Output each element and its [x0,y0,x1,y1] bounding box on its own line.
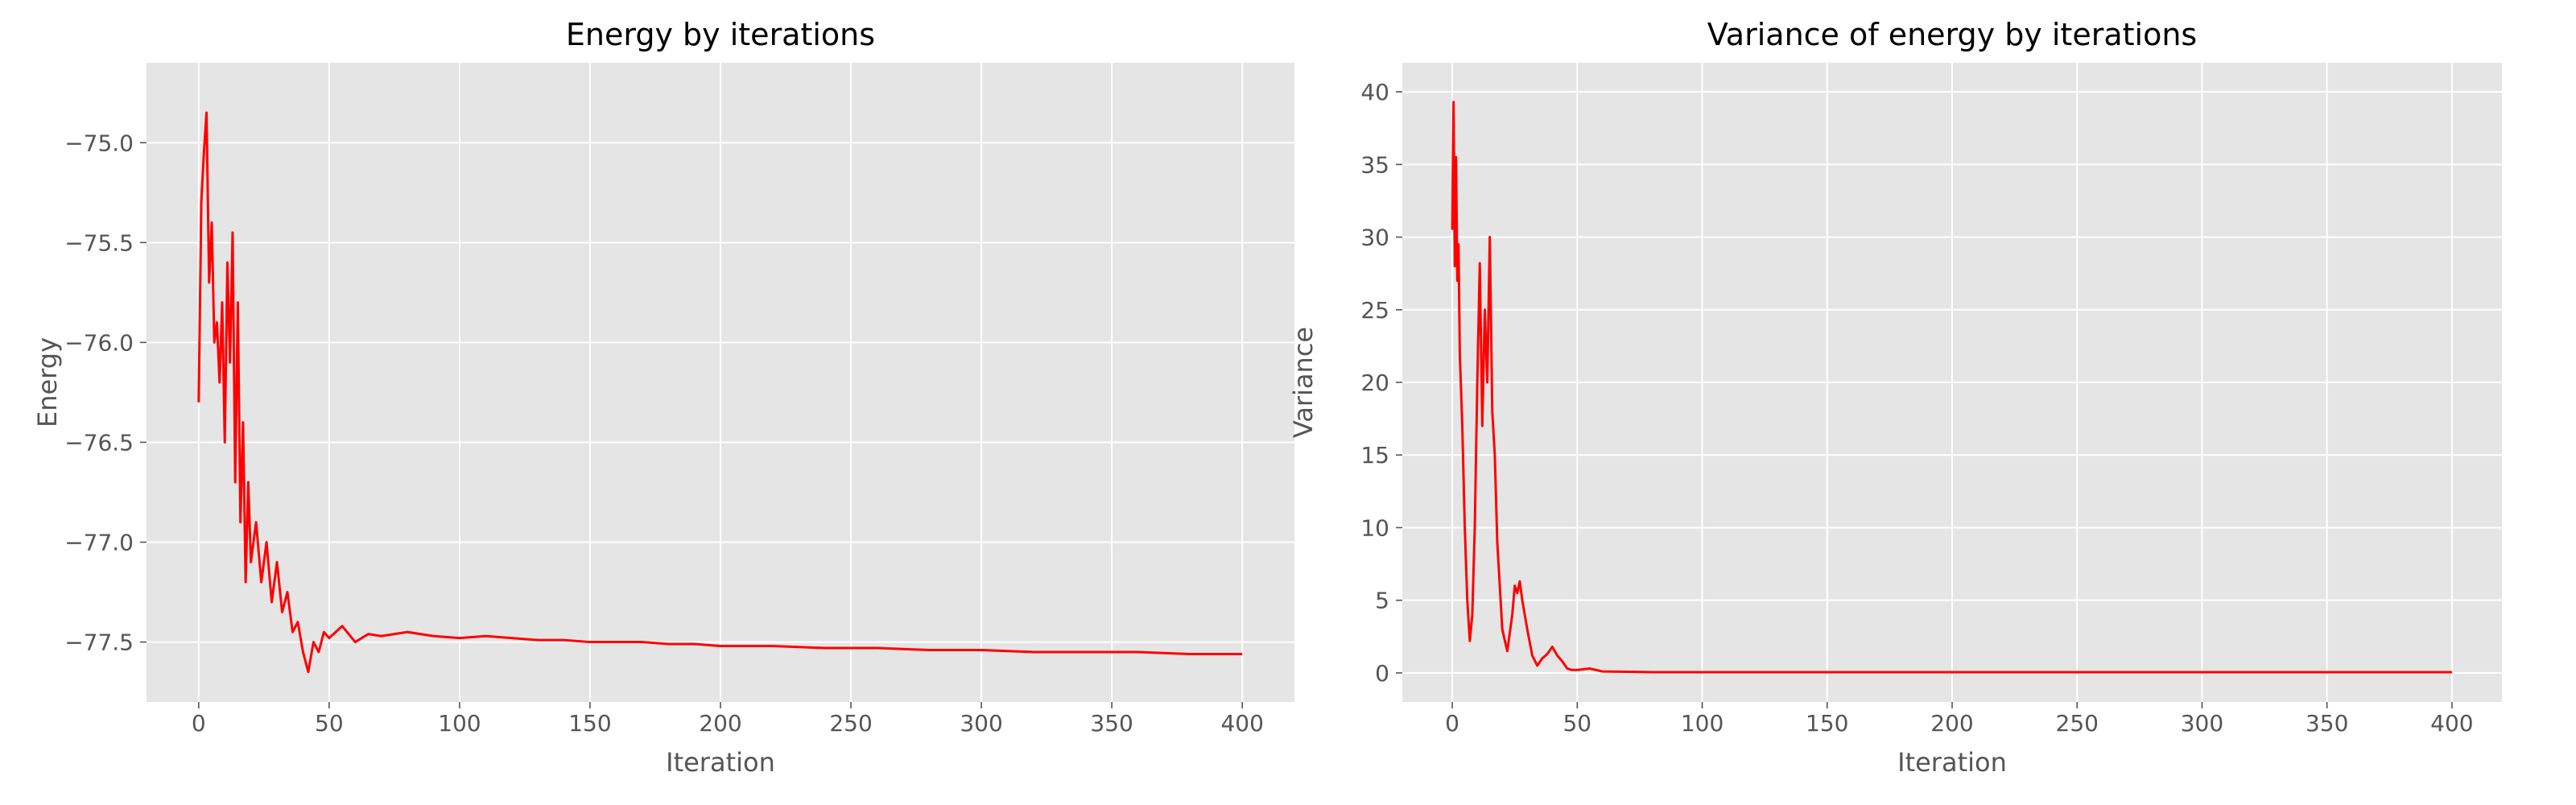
energy-x-axis-label: Iteration [666,747,775,778]
variance-series-line [1451,101,2452,674]
variance-x-axis-label: Iteration [1897,747,2007,778]
energy-x-tick-label: 350 [1090,710,1133,737]
energy-x-tick-label: 300 [960,710,1002,737]
variance-chart: 0 50 100 150 200 250 300 350 400 0 5 10 15 20 25 30 35 40… [1288,17,2502,778]
variance-x-tick-label: 350 [2306,710,2348,737]
variance-x-tick-label: 100 [1681,710,1724,737]
variance-x-tick-label: 150 [1806,710,1848,737]
variance-y-tick-label: 35 [1360,151,1389,178]
energy-series [197,111,1243,674]
variance-y-tick-label: 5 [1375,588,1389,614]
variance-ticks: 0 50 100 150 200 250 300 350 400 0 5 10 15 20 25 30 35 40 [1360,79,2473,737]
variance-y-tick-label: 15 [1360,442,1389,469]
energy-ticks: 0 50 100 150 200 250 300 350 400 −75.0 −75.5 −76.0 −… [64,130,1264,737]
variance-y-tick-label: 30 [1360,225,1389,251]
energy-grid [147,63,1294,702]
variance-y-tick-label: 10 [1360,514,1389,541]
energy-y-tick-label: −75.5 [64,229,134,256]
energy-x-tick-label: 0 [192,710,206,737]
energy-x-tick-label: 200 [699,710,741,737]
energy-series-line [197,111,1243,674]
variance-y-axis-label: Variance [1288,327,1319,438]
energy-chart: 0 50 100 150 200 250 300 350 400 −75.0 −75.5 −76.0 −… [32,17,1294,778]
variance-y-tick-label: 20 [1360,369,1389,396]
variance-y-tick-label: 40 [1360,79,1389,105]
variance-x-tick-label: 200 [1930,710,1973,737]
energy-y-tick-label: −75.0 [64,130,134,156]
energy-x-tick-label: 400 [1220,710,1263,737]
variance-x-tick-label: 0 [1445,710,1459,737]
energy-chart-title: Energy by iterations [566,17,875,52]
energy-x-tick-label: 100 [438,710,481,737]
energy-y-tick-label: −77.0 [64,530,134,556]
variance-x-tick-label: 300 [2181,710,2223,737]
energy-y-tick-label: −77.5 [64,630,134,656]
variance-x-tick-label: 400 [2430,710,2473,737]
energy-x-tick-label: 50 [315,710,344,737]
variance-chart-title: Variance of energy by iterations [1707,17,2197,52]
variance-x-tick-label: 50 [1563,710,1591,737]
variance-y-tick-label: 25 [1360,297,1389,324]
energy-y-axis-label: Energy [32,337,63,427]
variance-series [1451,101,2452,674]
variance-x-tick-label: 250 [2056,710,2099,737]
energy-y-tick-label: −76.5 [64,429,134,456]
energy-x-tick-label: 250 [829,710,872,737]
energy-y-tick-label: −76.0 [64,329,134,356]
energy-x-tick-label: 150 [568,710,611,737]
variance-y-tick-label: 0 [1375,660,1389,687]
